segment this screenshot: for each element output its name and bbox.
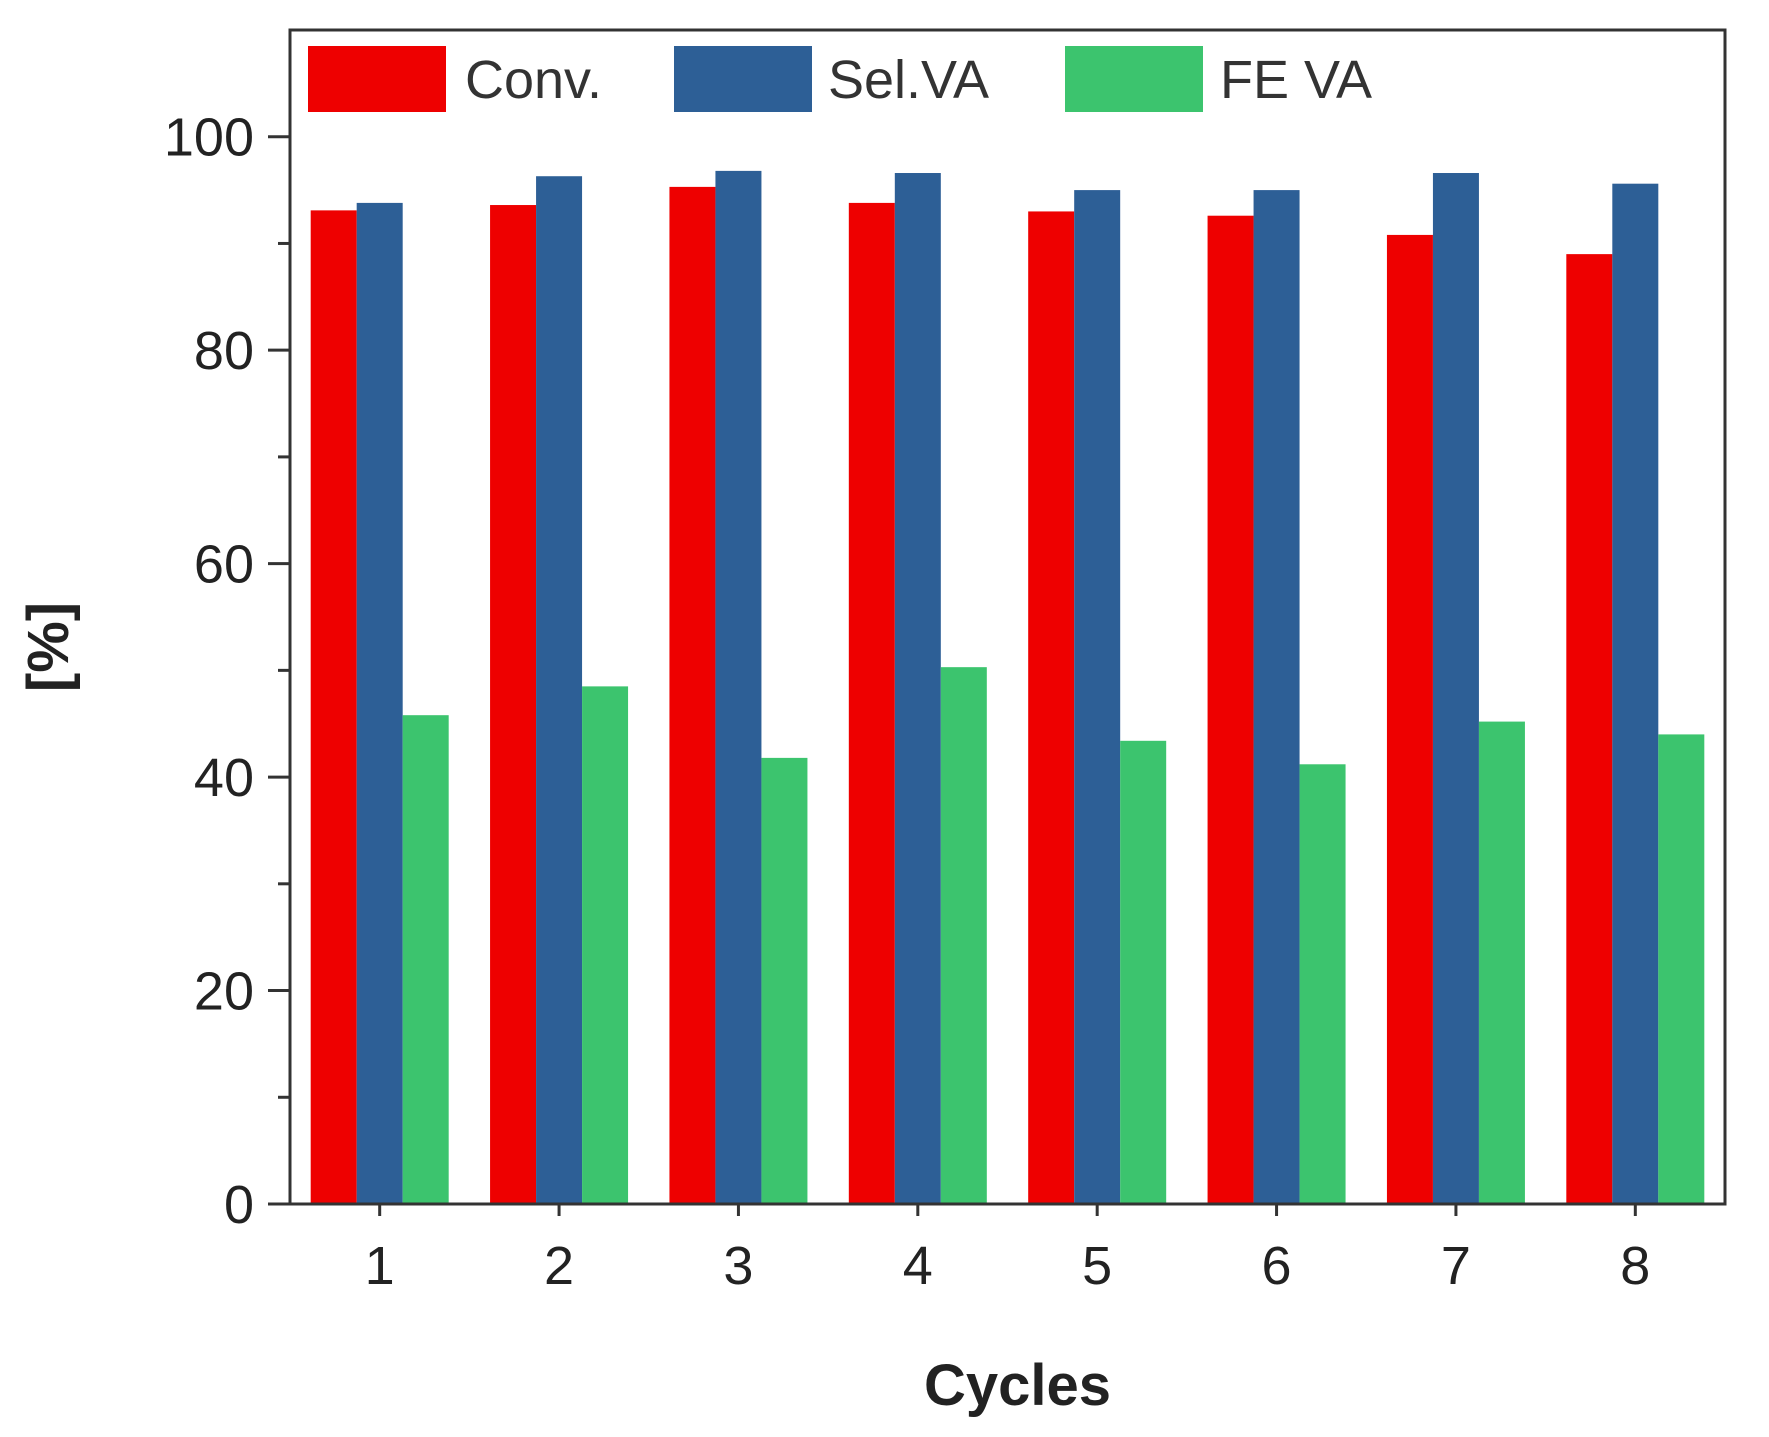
bar-conv-cycle-2: [490, 205, 537, 1205]
x-axis-tick-labels: 1 2 3 4 5 6 7 8: [365, 1236, 1651, 1296]
bars-layer: [310, 170, 1705, 1205]
bar-fe-va-cycle-7: [1478, 721, 1525, 1204]
bar-sel-va-cycle-3: [715, 170, 762, 1204]
bar-conv-cycle-5: [1028, 211, 1075, 1204]
legend-swatch-1: [674, 46, 812, 112]
bar-sel-va-cycle-1: [356, 202, 403, 1204]
bar-sel-va-cycle-8: [1612, 183, 1659, 1205]
bar-sel-va-cycle-2: [536, 176, 583, 1205]
y-tick-label: 20: [194, 962, 254, 1022]
x-tick-label: 3: [723, 1236, 753, 1296]
bar-conv-cycle-1: [310, 210, 357, 1205]
x-tick-label: 8: [1620, 1236, 1650, 1296]
legend-label: Sel.VA: [828, 50, 989, 110]
plot-frame: [288, 28, 1727, 1206]
bar-conv-cycle-8: [1566, 254, 1613, 1205]
bar-fe-va-cycle-1: [402, 715, 449, 1204]
y-tick-label: 40: [194, 748, 254, 808]
bar-fe-va-cycle-5: [1120, 740, 1167, 1204]
legend-swatch-2: [1065, 46, 1203, 112]
x-tick-label: 7: [1441, 1236, 1471, 1296]
bar-sel-va-cycle-4: [894, 173, 941, 1205]
legend-label: Conv.: [465, 50, 602, 110]
x-tick-label: 1: [365, 1236, 395, 1296]
bar-fe-va-cycle-2: [582, 686, 629, 1204]
y-tick-label: 60: [194, 535, 254, 595]
x-tick-label: 6: [1262, 1236, 1292, 1296]
legend: Conv. Sel.VA FE VA: [308, 46, 1372, 112]
bar-conv-cycle-7: [1386, 234, 1433, 1204]
x-axis-title: Cycles: [924, 1353, 1111, 1418]
bar-conv-cycle-3: [669, 186, 716, 1204]
bar-sel-va-cycle-7: [1432, 173, 1479, 1205]
x-tick-label: 2: [544, 1236, 574, 1296]
x-tick-label: 5: [1082, 1236, 1112, 1296]
y-tick-label: 80: [194, 321, 254, 381]
y-axis-ticks: [268, 135, 1637, 1216]
bar-fe-va-cycle-8: [1658, 734, 1705, 1204]
bar-conv-cycle-6: [1207, 215, 1254, 1205]
bar-sel-va-cycle-5: [1074, 190, 1121, 1204]
bar-fe-va-cycle-4: [940, 667, 987, 1204]
bar-conv-cycle-4: [848, 202, 895, 1204]
x-tick-label: 4: [903, 1236, 933, 1296]
bar-fe-va-cycle-6: [1299, 764, 1346, 1204]
y-axis-tick-labels: 0 20 40 60 80 100: [164, 108, 254, 1235]
y-axis-title: [%]: [16, 602, 81, 692]
legend-label: FE VA: [1220, 50, 1372, 110]
y-tick-label: 0: [224, 1175, 254, 1235]
legend-swatch-0: [308, 46, 446, 112]
bar-fe-va-cycle-3: [761, 757, 808, 1204]
bar-sel-va-cycle-6: [1253, 190, 1300, 1204]
y-tick-label: 100: [164, 108, 254, 168]
